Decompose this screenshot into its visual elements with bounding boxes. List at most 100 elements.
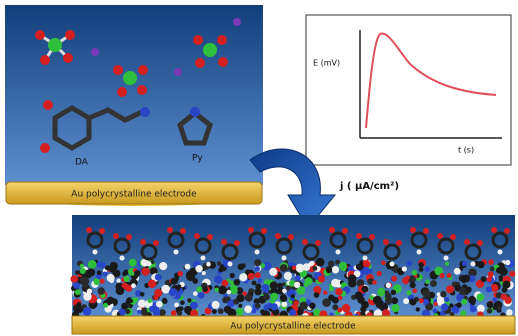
atom	[410, 282, 416, 288]
atom	[234, 279, 241, 286]
atom	[83, 307, 92, 316]
atom	[359, 260, 363, 264]
atom	[270, 293, 278, 301]
atom	[255, 303, 261, 309]
atom	[391, 276, 397, 282]
atom	[450, 234, 456, 240]
atom	[499, 278, 503, 282]
atom	[292, 266, 296, 270]
atom	[309, 262, 314, 267]
atom	[244, 305, 252, 313]
atom	[509, 271, 515, 277]
atom	[477, 261, 484, 268]
atom	[129, 259, 137, 267]
atom	[284, 272, 292, 280]
atom	[122, 272, 127, 277]
atom	[425, 266, 431, 272]
atom	[491, 284, 499, 292]
atom	[322, 298, 331, 307]
atom	[383, 239, 389, 245]
atom	[201, 256, 206, 261]
atom	[419, 298, 424, 303]
atom	[356, 233, 362, 239]
atom	[440, 291, 446, 297]
atom	[506, 309, 513, 316]
atom	[138, 300, 146, 308]
atom	[113, 233, 119, 239]
atom	[446, 285, 454, 293]
atom	[282, 256, 287, 261]
atom	[202, 271, 206, 275]
atom	[445, 262, 449, 266]
atom	[43, 100, 53, 110]
atom	[241, 263, 246, 268]
atom	[362, 286, 369, 293]
atom	[336, 250, 341, 255]
atom	[493, 305, 498, 310]
atom	[286, 285, 291, 290]
atom	[454, 268, 461, 275]
atom	[226, 296, 231, 301]
atom	[103, 303, 108, 308]
atom	[174, 250, 179, 255]
electrode-label: Au polycrystalline electrode	[71, 190, 197, 200]
atom	[198, 292, 205, 299]
atom	[418, 262, 423, 267]
atom	[133, 297, 138, 302]
atom	[159, 262, 167, 270]
atom	[195, 265, 202, 272]
atom	[117, 279, 121, 283]
atom	[300, 302, 308, 310]
atom	[477, 305, 485, 313]
atom	[255, 250, 260, 255]
atom	[155, 274, 162, 281]
atom	[504, 297, 511, 304]
atom	[86, 227, 92, 233]
atom	[487, 301, 494, 308]
atom	[162, 298, 168, 304]
electrode-label: Au polycrystalline electrode	[230, 322, 356, 332]
atom	[148, 299, 153, 304]
atom	[486, 286, 492, 292]
atom	[124, 276, 130, 282]
atom	[239, 273, 247, 281]
atom	[93, 250, 98, 255]
atom	[434, 302, 438, 306]
atom	[70, 275, 78, 283]
atom	[444, 256, 449, 261]
atom	[423, 228, 429, 234]
atom	[460, 310, 466, 316]
atom	[178, 271, 183, 276]
atom	[238, 304, 242, 308]
atom	[96, 261, 103, 268]
atom	[190, 107, 200, 117]
atom	[262, 284, 270, 292]
atom	[234, 240, 240, 246]
atom	[440, 273, 445, 278]
atom	[477, 293, 485, 301]
atom	[126, 234, 132, 240]
atom	[87, 268, 95, 276]
atom	[410, 227, 416, 233]
atom	[385, 297, 393, 305]
atom	[433, 308, 438, 313]
atom	[252, 309, 257, 314]
atom	[318, 276, 325, 283]
atom	[488, 259, 494, 265]
atom	[363, 256, 368, 261]
atom	[106, 297, 114, 305]
atom	[227, 290, 231, 294]
atom	[254, 259, 261, 266]
atom	[203, 287, 208, 292]
atom	[390, 262, 395, 267]
atom	[263, 294, 270, 301]
atom	[362, 267, 370, 275]
atom	[177, 311, 182, 316]
atom	[498, 306, 502, 310]
atom	[504, 228, 510, 234]
atom	[221, 239, 227, 245]
ion	[233, 18, 241, 26]
atom	[228, 262, 233, 267]
atom	[329, 287, 334, 292]
atom	[194, 233, 200, 239]
